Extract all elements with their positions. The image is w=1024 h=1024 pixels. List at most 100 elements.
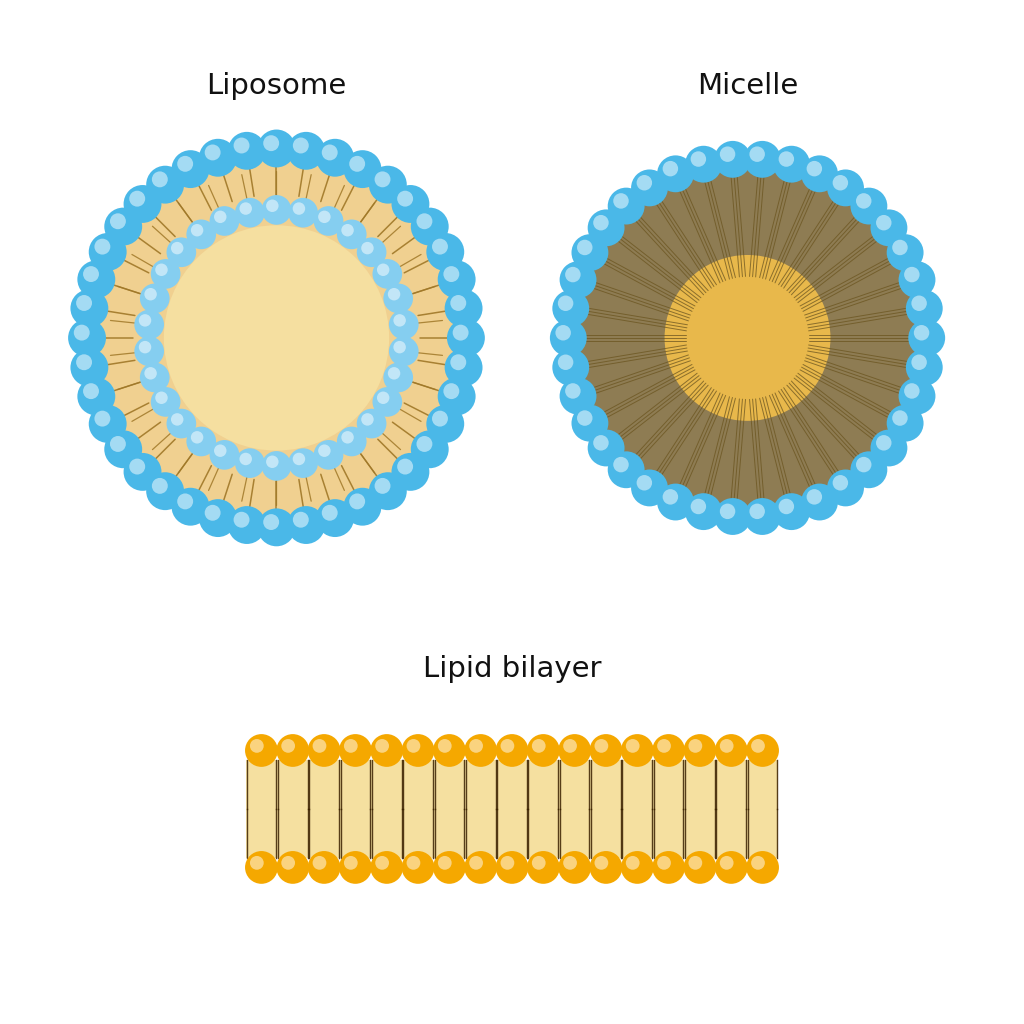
FancyBboxPatch shape <box>246 760 778 858</box>
Circle shape <box>531 856 546 869</box>
Circle shape <box>94 239 111 255</box>
Circle shape <box>752 856 765 869</box>
Circle shape <box>443 383 460 399</box>
Circle shape <box>318 211 331 223</box>
Circle shape <box>426 404 464 442</box>
Circle shape <box>110 436 126 452</box>
Circle shape <box>171 242 183 254</box>
Circle shape <box>899 261 936 298</box>
Circle shape <box>266 200 279 212</box>
Circle shape <box>773 494 810 530</box>
Circle shape <box>887 404 924 441</box>
Circle shape <box>388 367 400 380</box>
Circle shape <box>293 453 305 465</box>
Circle shape <box>199 499 237 537</box>
Circle shape <box>657 739 671 753</box>
Circle shape <box>186 219 216 249</box>
Circle shape <box>720 856 733 869</box>
Circle shape <box>139 341 152 353</box>
Circle shape <box>685 494 722 530</box>
Circle shape <box>433 734 466 767</box>
Circle shape <box>228 132 266 170</box>
Circle shape <box>593 215 608 230</box>
Circle shape <box>383 284 413 313</box>
Circle shape <box>389 337 419 367</box>
Circle shape <box>631 169 668 206</box>
Circle shape <box>876 435 892 451</box>
Circle shape <box>577 411 593 426</box>
Circle shape <box>527 851 560 884</box>
Circle shape <box>637 175 652 190</box>
Circle shape <box>266 456 279 468</box>
Circle shape <box>104 208 142 246</box>
Circle shape <box>261 451 291 480</box>
Circle shape <box>743 141 780 178</box>
Circle shape <box>595 856 608 869</box>
Circle shape <box>464 734 497 767</box>
Circle shape <box>144 288 157 300</box>
Circle shape <box>397 190 413 207</box>
Circle shape <box>337 427 367 457</box>
Circle shape <box>214 444 226 457</box>
Circle shape <box>236 449 265 478</box>
Circle shape <box>369 166 407 204</box>
Circle shape <box>293 512 309 527</box>
Circle shape <box>78 260 116 298</box>
Circle shape <box>371 851 403 884</box>
Circle shape <box>631 470 668 507</box>
Circle shape <box>124 453 162 490</box>
Circle shape <box>550 319 587 356</box>
Circle shape <box>626 739 640 753</box>
Circle shape <box>851 187 888 224</box>
Circle shape <box>322 505 338 521</box>
Circle shape <box>144 367 157 380</box>
Circle shape <box>715 498 752 535</box>
Circle shape <box>720 146 735 162</box>
Circle shape <box>684 734 717 767</box>
Circle shape <box>720 739 733 753</box>
Circle shape <box>375 856 389 869</box>
Circle shape <box>165 226 388 450</box>
Circle shape <box>443 266 460 282</box>
Circle shape <box>607 452 644 488</box>
Circle shape <box>444 290 482 328</box>
Circle shape <box>341 431 354 443</box>
Circle shape <box>171 413 183 426</box>
Circle shape <box>339 851 372 884</box>
Circle shape <box>129 190 145 207</box>
Circle shape <box>437 378 475 416</box>
Circle shape <box>344 856 357 869</box>
Circle shape <box>316 499 354 537</box>
Circle shape <box>715 141 752 178</box>
Circle shape <box>558 851 591 884</box>
Circle shape <box>87 148 466 527</box>
Circle shape <box>361 413 374 426</box>
Circle shape <box>172 151 210 188</box>
Circle shape <box>746 851 779 884</box>
Circle shape <box>743 498 780 535</box>
Circle shape <box>371 734 403 767</box>
Circle shape <box>344 739 357 753</box>
Circle shape <box>190 224 204 237</box>
Circle shape <box>377 263 389 276</box>
Circle shape <box>531 739 546 753</box>
Circle shape <box>593 435 608 451</box>
Circle shape <box>552 290 589 327</box>
Circle shape <box>134 337 164 367</box>
Circle shape <box>393 314 406 327</box>
Circle shape <box>856 457 871 472</box>
Circle shape <box>391 185 429 223</box>
Circle shape <box>164 225 389 451</box>
Circle shape <box>349 156 366 172</box>
Circle shape <box>313 206 343 236</box>
Circle shape <box>558 354 573 370</box>
Circle shape <box>177 494 194 509</box>
Circle shape <box>341 224 354 237</box>
Circle shape <box>870 429 907 466</box>
Circle shape <box>563 739 577 753</box>
Circle shape <box>752 739 765 753</box>
Circle shape <box>83 266 99 282</box>
Circle shape <box>565 267 581 283</box>
Circle shape <box>110 213 126 229</box>
Circle shape <box>388 288 400 300</box>
